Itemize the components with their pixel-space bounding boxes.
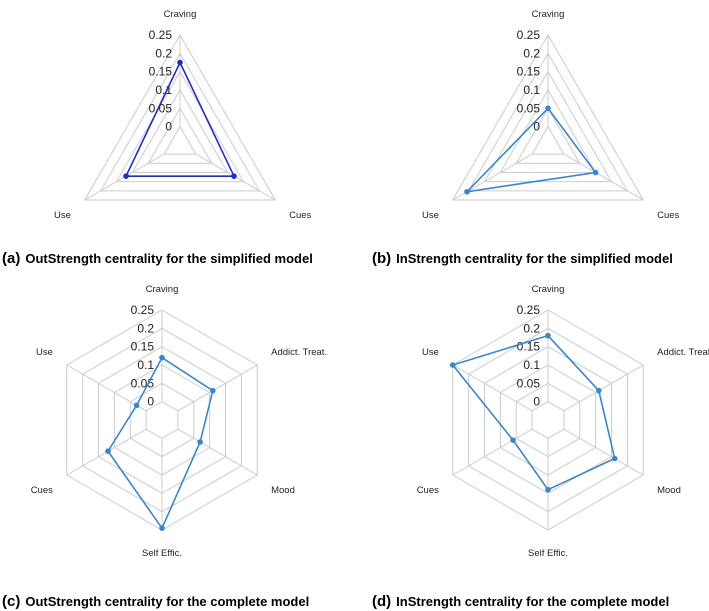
grid-spoke	[177, 364, 258, 412]
caption-a-text: OutStrength centrality for the simplifie…	[25, 251, 313, 266]
tick-label: 0.2	[523, 46, 540, 60]
grid-spoke	[563, 153, 644, 201]
data-point-mood	[611, 455, 618, 462]
tick-label: 0.05	[517, 101, 541, 115]
tick-label: 0.15	[517, 65, 541, 79]
caption-d: (d) InStrength centrality for the complet…	[372, 593, 669, 610]
data-point-self-effic	[159, 525, 165, 531]
caption-d-letter: (d)	[372, 593, 392, 610]
grid-ring	[451, 34, 645, 201]
grid-spoke	[66, 364, 147, 412]
data-point-cues	[105, 448, 111, 454]
grid-spoke	[563, 364, 644, 412]
tick-label: 0.25	[517, 28, 541, 42]
data-point-cues	[510, 437, 516, 443]
axis-label-craving: Craving	[146, 284, 179, 295]
grid-spoke	[452, 428, 533, 476]
caption-a-letter: (a)	[2, 250, 21, 267]
radar-chart-b: 0 0.05 0.1 0.15 0.2 0.25 Craving Cues Use	[422, 9, 680, 221]
data-point-craving	[177, 59, 183, 66]
series-line	[107, 356, 214, 530]
grid-ring	[483, 70, 613, 183]
tick-label: 0.25	[517, 303, 541, 317]
tick-label: 0.25	[149, 28, 173, 42]
grid-ring	[83, 33, 277, 201]
tick-label: 0.05	[517, 376, 541, 390]
grid-spoke	[563, 428, 644, 476]
tick-label: 0	[533, 395, 540, 409]
tick-label: 0.15	[131, 340, 155, 354]
tick-label: 0	[147, 395, 154, 409]
grid-ring	[515, 107, 581, 164]
grid-ring	[131, 88, 229, 173]
data-point-craving	[545, 332, 551, 339]
tick-label: 0	[533, 120, 540, 134]
data-point-use	[133, 402, 140, 409]
tick-label: 0.05	[131, 376, 155, 390]
data-point-mood	[197, 439, 203, 445]
data-point-use	[123, 173, 129, 179]
grid-ring	[147, 107, 213, 164]
axis-label-mood: Mood	[271, 485, 295, 496]
axis-label-use: Use	[36, 347, 53, 358]
tick-label: 0.2	[523, 321, 540, 335]
caption-b-text: InStrength centrality for the simplified…	[396, 251, 673, 266]
axis-label-use: Use	[422, 210, 439, 221]
data-point-addict-treat	[596, 387, 602, 394]
grid-ring	[467, 52, 629, 192]
series-line	[464, 107, 598, 193]
grid-ring	[499, 89, 597, 173]
caption-c: (c) OutStrength centrality for the comple…	[2, 593, 309, 610]
data-point-craving	[159, 354, 165, 361]
data-point-use	[449, 362, 456, 368]
grid-ring	[163, 125, 197, 155]
axis-label-addict-treat: Addict. Treat.	[657, 347, 709, 358]
axis-label-cues: Cues	[289, 210, 311, 221]
tick-label: 0.2	[155, 46, 172, 60]
grid-spoke	[452, 364, 533, 412]
radar-chart-c: 0 0.05 0.1 0.15 0.2 0.25 Craving Addict. Treat.…	[31, 284, 327, 559]
caption-c-letter: (c)	[2, 593, 21, 610]
data-point-addict-treat	[210, 387, 216, 394]
data-point-self-effic	[545, 486, 551, 493]
series-line	[124, 60, 236, 177]
tick-label: 0.05	[149, 101, 173, 115]
tick-label: 0.15	[149, 65, 173, 79]
axis-label-craving: Craving	[532, 284, 565, 295]
axis-label-craving: Craving	[532, 9, 565, 20]
axis-label-cues: Cues	[657, 210, 679, 221]
data-point-cues	[592, 169, 599, 176]
grid-ring	[115, 70, 245, 183]
tick-label: 0.1	[137, 358, 154, 372]
caption-b-letter: (b)	[372, 250, 392, 267]
grid-ring	[99, 52, 261, 192]
tick-label: 0.1	[523, 358, 540, 372]
axis-label-cues: Cues	[417, 485, 439, 496]
caption-d-text: InStrength centrality for the complete m…	[396, 594, 670, 609]
axis-label-addict-treat: Addict. Treat.	[271, 347, 327, 358]
axis-label-self-effic: Self Effic.	[528, 548, 568, 559]
caption-a: (a) OutStrength centrality for the simpli…	[2, 250, 313, 267]
caption-c-text: OutStrength centrality for the complete …	[25, 594, 310, 609]
axis-label-cues: Cues	[31, 485, 53, 496]
data-point-cues	[231, 173, 237, 179]
tick-label: 0	[165, 120, 172, 134]
axis-label-craving: Craving	[164, 9, 197, 20]
data-point-craving	[545, 105, 551, 112]
tick-label: 0.2	[137, 321, 154, 335]
tick-label: 0.25	[131, 303, 155, 317]
tick-label: 0.1	[523, 83, 540, 97]
grid-spoke	[177, 428, 258, 476]
data-point-use	[464, 188, 470, 195]
axis-label-mood: Mood	[657, 485, 681, 496]
caption-b: (b) InStrength centrality for the simplif…	[372, 250, 673, 267]
axis-label-use: Use	[54, 210, 71, 221]
axis-label-self-effic: Self Effic.	[142, 548, 182, 559]
grid-ring	[531, 125, 565, 155]
axis-label-use: Use	[422, 347, 439, 358]
